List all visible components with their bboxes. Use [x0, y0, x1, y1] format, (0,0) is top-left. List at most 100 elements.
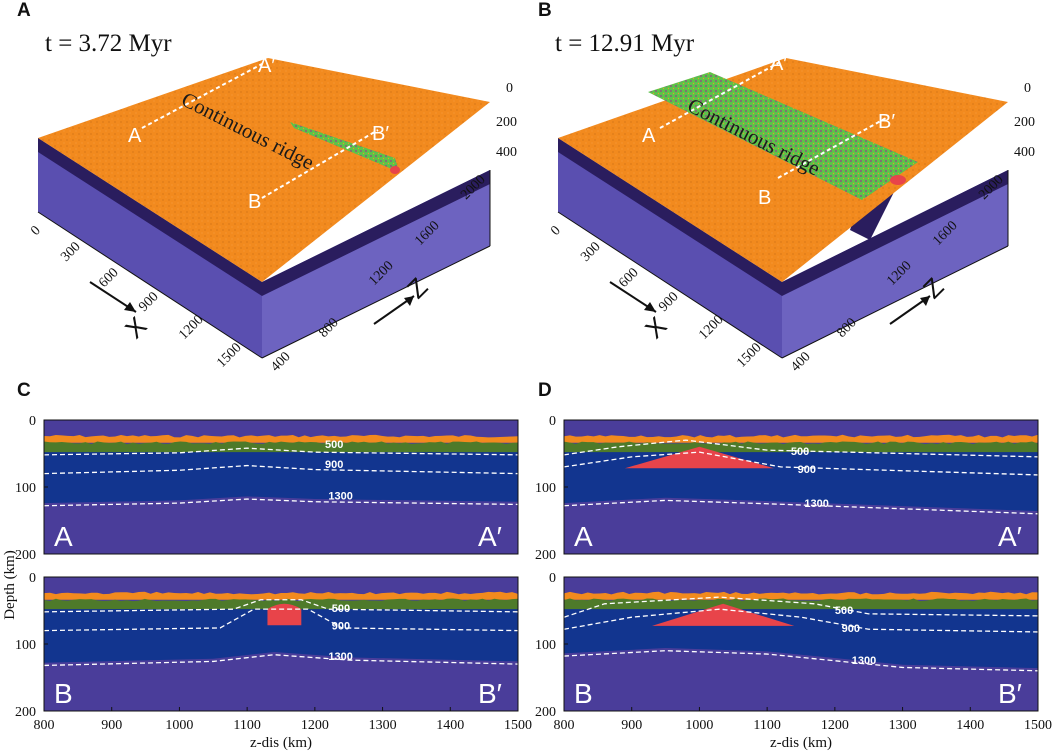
isotherm-label: 500 — [332, 603, 350, 615]
isotherm-label: 900 — [798, 464, 816, 476]
z-arrow-head — [920, 296, 930, 306]
isotherm-label: 1300 — [328, 651, 352, 663]
section-label-b-prime: B′ — [878, 111, 895, 133]
y-axis-title: Depth (km) — [2, 550, 18, 620]
x-tick-label: 1000 — [685, 718, 713, 733]
section-plot-c-aa: 500 900 1300 A A′ 0 100 200 — [15, 414, 519, 563]
x-tick-label: 1100 — [753, 718, 780, 733]
y-tick-label: 200 — [15, 705, 36, 720]
isotherm-label: 1300 — [804, 498, 828, 510]
x-tick-label: 900 — [101, 718, 122, 733]
y-tick-label: 100 — [535, 481, 556, 496]
x-arrow-head — [644, 302, 656, 312]
isotherm-1300 — [563, 650, 1039, 672]
isotherm-label: 900 — [332, 620, 350, 632]
crust-layer — [44, 441, 518, 453]
isotherm-label: 1300 — [852, 655, 876, 667]
x-tick: 300 — [58, 239, 83, 264]
crust-layer — [564, 441, 1038, 453]
section-label-a: A — [128, 125, 142, 147]
block-side-face — [262, 170, 490, 358]
block-side-face — [782, 170, 1008, 358]
isotherm-label: 1300 — [328, 491, 352, 503]
isotherm-1300 — [563, 499, 1039, 515]
panel-letter-d: D — [538, 380, 552, 401]
depth-tick: 400 — [1014, 145, 1035, 160]
section-end-label: A′ — [998, 521, 1022, 552]
y-tick-label: 0 — [29, 414, 36, 429]
x-tick-label: 1500 — [1024, 718, 1052, 733]
x-tick-label: 800 — [554, 718, 575, 733]
section-label-a: A — [642, 125, 656, 147]
block-diagram-b: A A′ B B′ Continuous ridge 0 300 600 900… — [548, 53, 1035, 375]
isotherm-label: 500 — [791, 446, 809, 458]
section-start-label: A — [574, 521, 593, 552]
block-front-face — [558, 138, 782, 358]
section-label-b: B — [248, 191, 261, 213]
sediment-layer — [564, 591, 1038, 600]
x-axis-label: X — [119, 311, 152, 344]
y-tick-label: 100 — [15, 638, 36, 653]
melt-body-surface — [890, 175, 906, 185]
isotherm-label: 500 — [835, 605, 853, 617]
x-axis-label: X — [639, 311, 672, 344]
x-tick-label: 1500 — [504, 718, 532, 733]
isotherm-500 — [43, 447, 519, 456]
isotherm-500 — [563, 439, 1039, 458]
x-tick: 1500 — [214, 340, 244, 370]
section-start-label: A — [54, 521, 73, 552]
x-tick: 600 — [616, 265, 641, 290]
x-tick-label: 800 — [34, 718, 55, 733]
melt-body — [652, 603, 795, 626]
isotherm-label: 500 — [325, 439, 343, 451]
x-tick: 300 — [578, 239, 603, 264]
section-line-aa — [659, 61, 781, 129]
isotherm-label: 900 — [325, 459, 343, 471]
section-plot-d-aa: 500 900 1300 A A′ 0 100 200 — [535, 414, 1039, 563]
section-label-a-prime: A′ — [770, 53, 787, 75]
isotherm-label: 900 — [842, 623, 860, 635]
sediment-layer — [564, 434, 1038, 443]
isotherm-1300 — [43, 654, 519, 667]
depth-tick: 400 — [496, 145, 517, 160]
isotherm-900 — [563, 451, 1039, 476]
section-end-label: B′ — [478, 678, 502, 709]
isotherm-1300 — [43, 498, 519, 507]
x-tick: 1500 — [734, 340, 764, 370]
section-start-label: B — [54, 678, 73, 709]
crust-layer — [44, 598, 518, 610]
isotherm-900 — [43, 608, 519, 632]
y-tick-label: 0 — [549, 414, 556, 429]
sediment-layer — [44, 591, 518, 600]
z-arrow-head — [404, 296, 414, 306]
x-tick-label: 900 — [621, 718, 642, 733]
block-crust-front — [558, 138, 782, 296]
x-tick: 0 — [548, 223, 564, 239]
x-tick-label: 1300 — [369, 718, 397, 733]
crust-layer — [564, 598, 1038, 610]
x-tick-label: 1300 — [889, 718, 917, 733]
melt-body-surface — [390, 166, 400, 174]
melt-body — [624, 446, 774, 469]
y-tick-label: 200 — [535, 548, 556, 563]
section-line-bb — [261, 129, 379, 199]
x-tick-label: 1000 — [165, 718, 193, 733]
x-tick: 600 — [96, 265, 121, 290]
isotherm-500 — [563, 596, 1039, 618]
time-label-a: t = 3.72 Myr — [45, 30, 172, 57]
panel-letter-a: A — [17, 0, 31, 21]
sediment-layer — [44, 434, 518, 443]
x-tick-label: 1200 — [821, 718, 849, 733]
block-top-surface — [38, 58, 490, 282]
ridge-strip — [290, 122, 399, 172]
section-end-label: A′ — [478, 521, 502, 552]
section-label-b-prime: B′ — [372, 123, 389, 145]
section-label-b: B — [758, 187, 771, 209]
ridge-zone — [648, 72, 918, 200]
y-tick-label: 0 — [29, 571, 36, 586]
block-crust-front — [38, 138, 262, 296]
isotherm-900 — [43, 464, 519, 475]
x-axis-title: z-dis (km) — [770, 735, 832, 751]
x-tick-label: 1100 — [233, 718, 260, 733]
time-label-b: t = 12.91 Myr — [555, 30, 695, 57]
